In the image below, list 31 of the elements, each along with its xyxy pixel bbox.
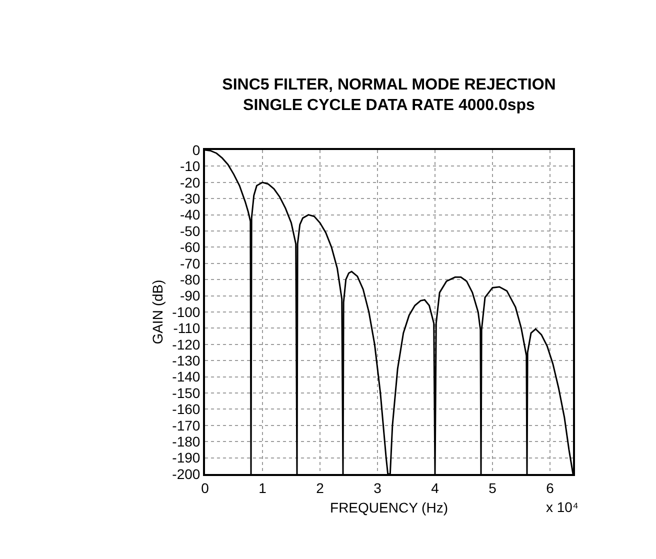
y-tick-label: -130: [172, 352, 200, 368]
x-tick-label: 1: [258, 480, 267, 496]
y-tick-label: -180: [172, 434, 200, 450]
y-tick-label: -110: [173, 320, 200, 336]
x-axis-title: FREQUENCY (Hz): [330, 500, 448, 516]
y-tick-label: -140: [172, 368, 200, 385]
y-tick-label: -70: [180, 255, 200, 272]
x-tick-label: 3: [374, 480, 382, 496]
y-axis-title: GAIN (dB): [149, 280, 166, 344]
x-tick-label: 6: [546, 480, 554, 496]
y-tick-label: -100: [172, 304, 200, 320]
y-tick-label: -160: [172, 401, 200, 418]
y-tick-label: -120: [172, 336, 200, 352]
y-tick-label: -190: [172, 450, 200, 466]
y-tick-label: -170: [172, 417, 200, 434]
y-tick-label: -50: [180, 222, 200, 239]
text: x 10⁴: [546, 499, 578, 515]
y-tick-label: -90: [180, 288, 200, 304]
y-tick-label: 0: [192, 142, 200, 158]
y-tick-label: -150: [172, 384, 200, 401]
y-tick-label: -10: [180, 158, 200, 174]
y-tick-label: -200: [172, 466, 200, 482]
x-tick-label: 4: [431, 480, 440, 496]
y-tick-label: -40: [180, 206, 200, 223]
y-tick-label: -60: [180, 239, 200, 256]
chart-title: SINC5 FILTER, NORMAL MODE REJECTION SINGLE CYCLE DATA RATE 4000.0sps: [222, 76, 556, 114]
y-tick-label: -30: [180, 190, 200, 206]
x-tick-label: 5: [488, 480, 497, 496]
x-tick-label: 2: [316, 480, 324, 496]
y-tick-label: -20: [180, 174, 200, 190]
y-tick-label: -80: [180, 272, 200, 288]
